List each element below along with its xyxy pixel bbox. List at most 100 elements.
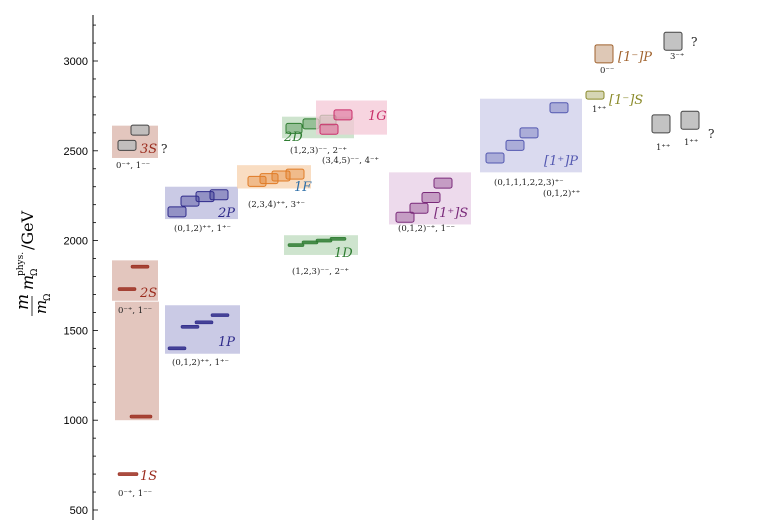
group-label: 1G (368, 109, 387, 124)
jpc-label: (1,2,3)⁻⁻, 2⁻⁺ (290, 145, 347, 156)
y-tick-label: 1000 (64, 415, 88, 427)
y-label-omega-sub: Ω (43, 294, 53, 301)
group-box (115, 301, 159, 421)
level-box (285, 122, 303, 134)
y-axis-label: m m Ω m phys. Ω /GeV (13, 210, 53, 316)
jpc-label-2: (0,1,2)⁺⁺ (543, 188, 580, 199)
y-tick-label: 2000 (64, 236, 88, 248)
question-mark: ? (708, 127, 714, 141)
group-label: 2D (283, 130, 303, 145)
group-box (480, 98, 582, 173)
jpc-label: 1⁺⁺ (656, 143, 670, 153)
jpc-label: 0⁻⁺, 1⁻⁻ (116, 161, 150, 171)
level-line (167, 346, 187, 351)
level-line (194, 320, 214, 325)
group-label: [1⁻]P (618, 50, 652, 65)
y-label-m-omega: m (32, 300, 50, 314)
level-box (180, 195, 200, 207)
jpc-label: (0,1,2)⁻⁺, 1⁻⁻ (398, 223, 455, 234)
group-box (237, 165, 311, 189)
level-box (130, 124, 150, 136)
level-box (585, 90, 605, 100)
y-label-m-phys: m (18, 275, 37, 290)
group-hybs: [1⁺]S (0,1,2)⁻⁺, 1⁻⁻ (389, 172, 471, 234)
level-line (210, 313, 230, 317)
group-ex1s: [1⁻]S1⁺⁺ (585, 90, 643, 115)
level-box (395, 211, 415, 223)
group-label: 3S (140, 142, 157, 157)
level-box (485, 152, 505, 164)
group-2s: 2S 0⁻⁺, 1⁻⁻ (112, 260, 158, 316)
group-1d: 1D (1,2,3)⁻⁻, 2⁻⁺ (284, 235, 358, 277)
level-line (117, 472, 139, 476)
group-label: 1S (140, 469, 157, 484)
group-2p: 2P (0,1,2)⁺⁺, 1⁺⁻ (165, 186, 238, 234)
y-tick-label: 500 (70, 505, 88, 517)
group-label: [1⁺]S (434, 206, 468, 221)
level-box (209, 189, 229, 201)
question-mark: ? (161, 142, 167, 156)
jpc-label: (3,4,5)⁻⁻, 4⁻⁺ (322, 155, 379, 166)
level-box (663, 31, 683, 51)
level-box (651, 114, 671, 134)
group-1s: 1S 0⁻⁺, 1⁻⁻ (115, 301, 159, 499)
level-line (301, 240, 319, 245)
level-box (421, 191, 441, 203)
group-1f: 1F (2,3,4)⁺⁺, 3⁺⁻ (237, 165, 312, 210)
group-label: 1P (218, 335, 235, 350)
level-line (287, 243, 305, 247)
level-box (433, 177, 453, 189)
jpc-label: (1,2,3)⁻⁻, 2⁻⁺ (292, 266, 349, 277)
group-g3: 3⁻⁺? (663, 31, 697, 62)
jpc-label: 1⁺⁺ (684, 138, 698, 148)
y-label-m: m (13, 294, 33, 310)
y-label-unit: /GeV (18, 210, 37, 250)
level-box (594, 44, 614, 64)
group-label: 1F (294, 180, 312, 195)
jpc-label: 0⁻⁺, 1⁻⁻ (118, 306, 152, 316)
level-box (333, 109, 353, 121)
level-box (167, 206, 187, 218)
group-label: 1D (334, 246, 353, 261)
jpc-label: 3⁻⁺ (670, 52, 684, 62)
jpc-label: (0,1,2)⁺⁺, 1⁺⁻ (174, 223, 231, 234)
jpc-label: (0,1,2)⁺⁺, 1⁺⁻ (172, 357, 229, 368)
plot-area: 1S 0⁻⁺, 1⁻⁻ 2S 0⁻⁺, 1⁻⁻ 3S 0⁻⁺, 1⁻⁻? 1P (0,1,2)… (112, 31, 714, 499)
y-label-phys-sup: phys. (16, 252, 26, 276)
level-line (180, 325, 200, 329)
group-ex1p: [1⁻]P 0⁻⁻ (594, 44, 652, 76)
group-label: [1⁺]P (544, 154, 578, 169)
y-tick-label: 1500 (64, 325, 88, 337)
group-1p: 1P (0,1,2)⁺⁺, 1⁺⁻ (165, 305, 240, 368)
group-box (165, 186, 238, 220)
group-label: 2S (139, 286, 157, 301)
level-box (319, 123, 339, 135)
level-box (409, 202, 429, 214)
level-box (117, 139, 137, 151)
jpc-label: (2,3,4)⁺⁺, 3⁺⁻ (248, 199, 305, 210)
jpc-label: 0⁻⁻ (600, 66, 614, 76)
jpc-label: (0,1,1,1,2,2,3)⁺⁻ (494, 177, 564, 188)
level-line (315, 238, 333, 243)
level-box (519, 127, 539, 139)
group-box (389, 172, 471, 225)
group-g1a: 1⁺⁺ (651, 114, 671, 153)
level-box (680, 110, 700, 130)
jpc-label: 0⁻⁺, 1⁻⁻ (118, 489, 152, 499)
level-line (129, 414, 153, 419)
y-tick-label: 3000 (64, 56, 88, 68)
question-mark: ? (691, 35, 697, 49)
level-box (505, 139, 525, 151)
level-box (549, 102, 569, 114)
level-box (285, 168, 305, 180)
group-hybp: [1⁺]P (0,1,1,1,2,2,3)⁺⁻(0,1,2)⁺⁺ (480, 98, 582, 199)
group-label: [1⁻]S (609, 93, 643, 108)
level-line (117, 287, 137, 291)
level-line (130, 264, 150, 269)
group-g1b: 1⁺⁺? (680, 110, 714, 148)
group-3s: 3S 0⁻⁺, 1⁻⁻? (112, 124, 167, 171)
jpc-label: 1⁺⁺ (592, 105, 606, 115)
group-1g: 1G (3,4,5)⁻⁻, 4⁻⁺ (316, 100, 387, 166)
y-label-omega-sub2: Ω (30, 269, 40, 276)
